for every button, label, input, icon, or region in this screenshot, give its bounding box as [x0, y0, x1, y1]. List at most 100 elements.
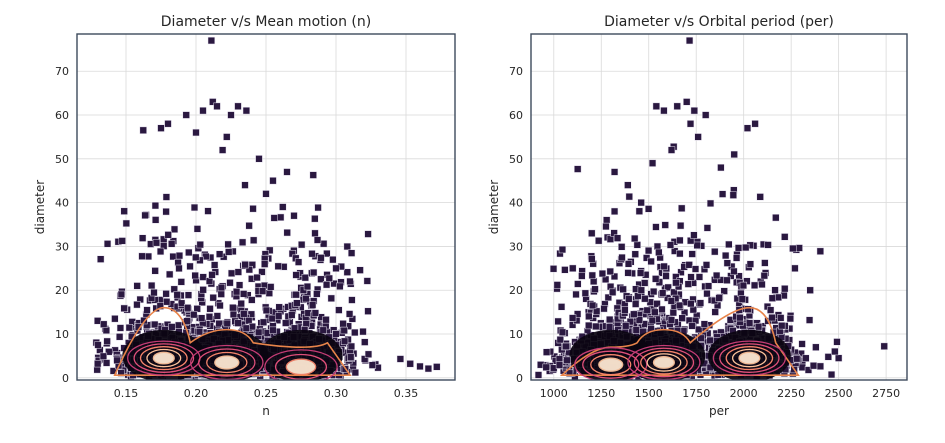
point: [648, 316, 656, 325]
point: [666, 241, 675, 249]
outlier-point: [416, 362, 424, 371]
point: [275, 303, 283, 311]
kde-contour-ring: [574, 347, 648, 380]
outlier-point: [637, 198, 645, 207]
kde-contour-ring: [719, 343, 780, 373]
point: [329, 255, 337, 264]
point: [766, 306, 775, 314]
point: [738, 295, 746, 303]
point: [588, 301, 597, 310]
point: [805, 316, 814, 324]
point: [69, 357, 76, 364]
point: [190, 311, 198, 319]
point: [311, 215, 319, 223]
point: [618, 243, 626, 251]
point: [162, 298, 171, 306]
point: [700, 320, 709, 328]
chart-left: Diameter v/s Mean motion (n) n diameter …: [33, 14, 456, 418]
point: [309, 268, 318, 277]
point: [734, 244, 743, 252]
point: [591, 285, 599, 293]
outlier-point: [424, 364, 433, 373]
point: [702, 261, 711, 269]
point: [249, 205, 257, 213]
point: [202, 252, 210, 261]
point: [325, 274, 333, 283]
point: [696, 299, 705, 307]
point: [649, 287, 658, 296]
point: [151, 267, 159, 275]
outlier-point: [791, 264, 799, 272]
point: [268, 314, 276, 323]
x-tick-label: 0.25: [254, 387, 279, 400]
point: [690, 231, 698, 239]
point: [561, 266, 569, 274]
point: [715, 294, 723, 302]
point: [94, 360, 102, 368]
point: [554, 317, 562, 326]
outlier-point: [660, 106, 668, 115]
point: [103, 240, 112, 248]
point: [720, 287, 728, 295]
point: [764, 241, 772, 249]
y-tick-label: 50: [509, 153, 523, 166]
point: [348, 296, 356, 304]
point: [652, 223, 660, 231]
point: [608, 288, 617, 296]
point: [258, 268, 266, 276]
point: [723, 259, 731, 267]
outlier-point: [332, 264, 340, 272]
point: [152, 239, 161, 247]
kde-contour-ring: [590, 354, 632, 376]
point: [192, 253, 200, 262]
point: [166, 270, 174, 279]
point: [622, 322, 630, 330]
point: [319, 326, 327, 334]
point: [641, 295, 649, 303]
point: [347, 342, 356, 351]
outlier-point: [685, 36, 694, 45]
point: [703, 224, 712, 232]
point: [313, 236, 322, 244]
point: [241, 261, 249, 269]
point: [660, 262, 668, 271]
point: [558, 328, 567, 336]
outlier-point: [192, 128, 200, 137]
point: [147, 281, 156, 290]
point: [672, 279, 680, 287]
point: [604, 293, 612, 302]
point: [659, 289, 667, 297]
outlier-point: [542, 363, 550, 371]
outlier-point: [806, 286, 814, 294]
point: [303, 282, 312, 291]
outlier-point: [279, 203, 287, 211]
point: [802, 354, 810, 362]
point: [777, 314, 785, 322]
point: [327, 294, 335, 302]
point: [240, 310, 248, 318]
point: [311, 309, 320, 317]
point: [190, 203, 199, 212]
point: [816, 362, 825, 370]
point: [549, 265, 558, 273]
point: [793, 355, 801, 363]
point: [606, 315, 614, 324]
outlier-point: [683, 98, 691, 106]
y-tick-label: 60: [509, 109, 523, 122]
point: [635, 316, 644, 324]
outlier-point: [283, 168, 291, 176]
point: [688, 250, 696, 258]
point: [261, 260, 269, 268]
point: [335, 306, 343, 314]
point: [238, 238, 247, 246]
point: [208, 271, 216, 279]
point: [226, 279, 234, 287]
point: [556, 335, 564, 344]
point: [191, 271, 199, 280]
chart-right: Diameter v/s Orbital period (per) per di…: [487, 14, 908, 418]
point: [262, 306, 271, 315]
outlier-point: [234, 102, 242, 110]
point: [676, 249, 684, 258]
point: [706, 199, 715, 208]
point: [267, 283, 275, 291]
